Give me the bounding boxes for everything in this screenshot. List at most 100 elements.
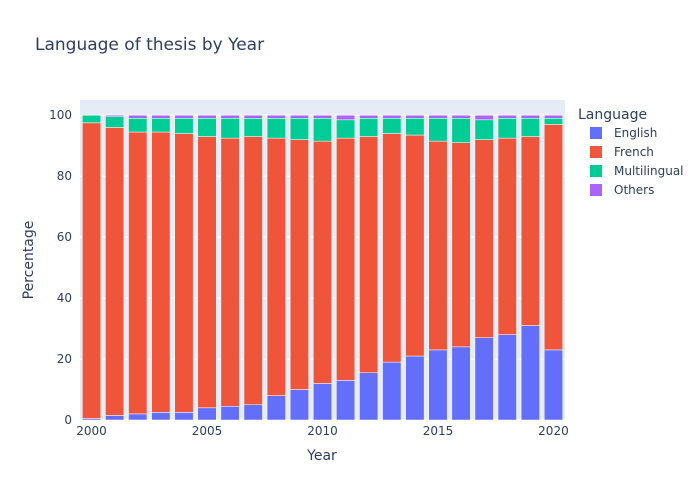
- bar-segment-others: [382, 114, 402, 119]
- bar-segment-french: [428, 140, 448, 351]
- y-tick-label: 20: [57, 352, 72, 366]
- bar-segment-multilingual: [359, 118, 379, 137]
- x-tick-label: 2005: [192, 424, 223, 438]
- bar-segment-english: [220, 406, 240, 421]
- bar-segment-others: [428, 114, 448, 119]
- bar-segment-french: [174, 133, 194, 413]
- bar-segment-others: [243, 114, 263, 119]
- bar-segment-multilingual: [266, 118, 286, 139]
- bar-segment-english: [174, 412, 194, 421]
- bar-segment-english: [105, 415, 125, 421]
- legend-swatch: [590, 146, 602, 158]
- bar-segment-french: [128, 131, 148, 415]
- legend-title: Language: [578, 107, 647, 123]
- legend-swatch: [590, 184, 602, 196]
- legend: Language English French Multilingual Others: [578, 107, 684, 197]
- bar-segment-french: [82, 122, 102, 419]
- bar-segment-multilingual: [151, 118, 171, 133]
- bar-segment-french: [474, 139, 494, 338]
- bar-segment-others: [313, 114, 332, 119]
- bar-segment-english: [197, 407, 217, 421]
- bar-segment-english: [336, 380, 356, 421]
- bar-segment-multilingual: [382, 118, 402, 134]
- y-tick-label: 0: [64, 413, 72, 427]
- y-tick-label: 80: [57, 169, 72, 183]
- bars: [82, 114, 563, 421]
- y-tick-label: 60: [57, 230, 72, 244]
- y-axis-label: Percentage: [21, 221, 37, 300]
- bar-segment-multilingual: [428, 118, 448, 142]
- x-axis-label: Year: [306, 448, 337, 464]
- y-axis-ticks: 0 20 40 60 80 100: [49, 108, 72, 427]
- bar-segment-french: [451, 142, 471, 348]
- bar-segment-english: [289, 389, 309, 421]
- bar-segment-english: [543, 349, 563, 421]
- bar-segment-english: [151, 412, 171, 421]
- bar-segment-multilingual: [174, 118, 194, 134]
- bar-segment-others: [451, 114, 471, 119]
- bar-segment-others: [543, 114, 563, 119]
- x-tick-label: 2000: [76, 424, 107, 438]
- bar-segment-multilingual: [543, 118, 563, 125]
- bar-segment-french: [266, 137, 286, 396]
- bar-segment-multilingual: [82, 114, 102, 124]
- bar-segment-english: [266, 395, 286, 421]
- x-tick-label: 2020: [538, 424, 569, 438]
- bar-segment-multilingual: [220, 118, 240, 139]
- bar-segment-others: [151, 114, 171, 119]
- bar-segment-french: [382, 133, 402, 363]
- bar-segment-english: [359, 372, 379, 421]
- bar-segment-others: [405, 114, 425, 119]
- bar-segment-multilingual: [105, 116, 125, 128]
- bar-segment-english: [428, 349, 448, 421]
- bar-segment-others: [520, 114, 540, 119]
- bar-segment-others: [289, 114, 309, 119]
- bar-segment-english: [497, 334, 517, 421]
- bar-segment-others: [128, 114, 148, 119]
- bar-segment-english: [243, 404, 263, 421]
- bar-segment-others: [105, 114, 125, 118]
- bar-segment-multilingual: [289, 118, 309, 140]
- legend-entry: English: [614, 126, 657, 140]
- legend-entry: Others: [614, 183, 654, 197]
- bar-segment-english: [474, 337, 494, 421]
- bar-segment-others: [359, 114, 379, 119]
- bar-segment-others: [197, 114, 217, 119]
- bar-segment-english: [128, 413, 148, 421]
- bar-segment-english: [451, 346, 471, 421]
- bar-segment-french: [405, 134, 425, 357]
- bar-segment-french: [289, 139, 309, 390]
- bar-segment-multilingual: [497, 118, 517, 139]
- bar-segment-others: [174, 114, 194, 119]
- bar-segment-others: [336, 114, 356, 121]
- legend-entry: Multilingual: [614, 164, 684, 178]
- bar-segment-multilingual: [243, 118, 263, 137]
- bar-segment-french: [220, 137, 240, 407]
- bar-segment-french: [151, 131, 171, 413]
- bar-segment-multilingual: [313, 118, 332, 142]
- bar-segment-multilingual: [451, 118, 471, 143]
- bar-segment-others: [497, 114, 517, 119]
- bar-segment-french: [359, 136, 379, 374]
- bar-segment-english: [313, 383, 332, 421]
- chart-title: Language of thesis by Year: [35, 35, 264, 55]
- bar-segment-others: [266, 114, 286, 119]
- bar-segment-multilingual: [128, 118, 148, 133]
- x-tick-label: 2010: [307, 424, 338, 438]
- bar-segment-multilingual: [336, 119, 356, 139]
- bar-segment-multilingual: [405, 118, 425, 136]
- bar-segment-french: [105, 127, 125, 416]
- bar-segment-multilingual: [474, 119, 494, 140]
- legend-swatch: [590, 127, 602, 139]
- bar-segment-french: [520, 136, 540, 326]
- bar-segment-multilingual: [197, 118, 217, 137]
- bar-segment-french: [497, 137, 517, 335]
- x-axis-ticks: 2000 2005 2010 2015 2020: [76, 424, 568, 438]
- x-tick-label: 2015: [423, 424, 454, 438]
- bar-segment-french: [243, 136, 263, 406]
- bar-segment-english: [382, 361, 402, 421]
- bar-segment-others: [474, 114, 494, 121]
- legend-swatch: [590, 165, 602, 177]
- bar-segment-french: [313, 140, 332, 384]
